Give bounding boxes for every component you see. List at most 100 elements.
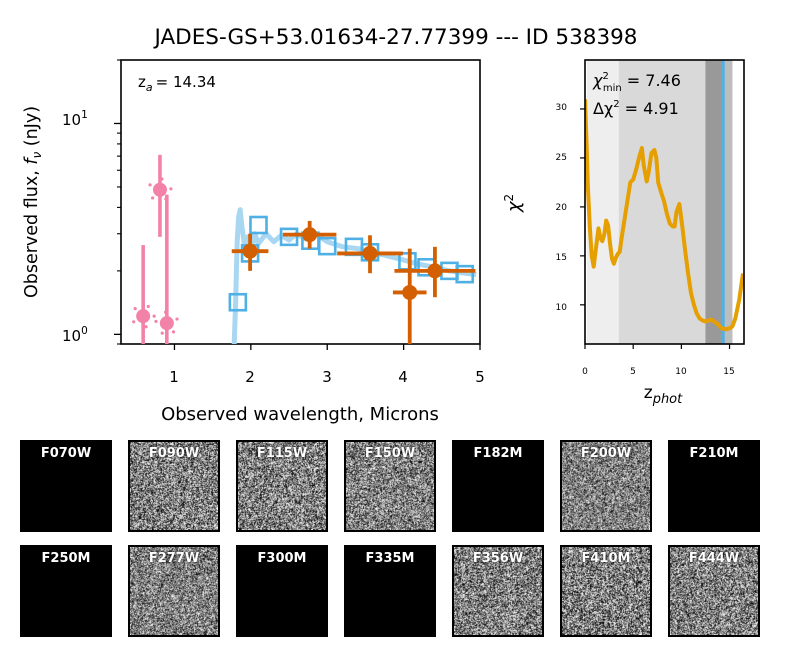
chi2-y-axis-label: χ2 (502, 194, 525, 213)
sed-y-tick-base-10: 10 (62, 111, 81, 129)
sed-nircam-marker-4 (427, 263, 443, 279)
sed-plot-frame (120, 59, 481, 345)
chi2-plot-frame (584, 59, 745, 345)
stamp-f250m: F250M (20, 545, 112, 637)
sed-z-annotation: za = 14.34 (138, 73, 216, 94)
stamp-label-f070w: F070W (40, 446, 92, 461)
chi2-y-label-symbol: χ (504, 200, 525, 213)
sed-nircam-point-0 (231, 233, 269, 271)
sed-nircam-marker-2 (362, 245, 378, 261)
sed-x-tick-label-5: 5 (475, 368, 485, 386)
sed-lowsnr-point-0 (132, 245, 156, 344)
sed-lowsnr-marker-0 (136, 309, 151, 324)
delta-chi2-symbol: Δχ (593, 99, 613, 118)
sed-lowsnr-dot-1-1 (151, 196, 155, 200)
stamp-f300m: F300M (236, 545, 328, 637)
sed-y-label-unit: (nJy) (22, 106, 42, 152)
sed-lowsnr-dot-2-3 (175, 317, 179, 321)
sed-y-tick-base-1: 10 (62, 327, 81, 345)
sed-model-phot-3 (279, 227, 299, 247)
sed-model-phot-2 (249, 215, 268, 235)
sed-data-layer (132, 154, 477, 344)
sed-z-label: z (138, 73, 146, 91)
stamp-f115w: F115W (236, 440, 328, 532)
stamp-noise-image (562, 442, 650, 530)
stamp-label-f444w: F444W (688, 551, 740, 566)
chi2-x-tick-label-10: 10 (675, 367, 687, 377)
sed-lowsnr-dot-0-2 (132, 320, 136, 324)
chi2-x-tick-label-15: 15 (723, 367, 734, 377)
sed-axis-layer (114, 59, 481, 350)
stamp-label-f210m: F210M (689, 446, 739, 461)
sed-model-phot-0 (228, 292, 248, 312)
stamp-label-f277w: F277W (148, 551, 200, 566)
stamp-f277w: F277W (128, 545, 220, 637)
sed-lowsnr-dot-1-2 (148, 183, 152, 187)
stamp-f410m: F410M (560, 545, 652, 637)
chi2-axis-layer (580, 108, 731, 349)
stamp-f200w: F200W (560, 440, 652, 532)
chi2-x-label-z: z (644, 383, 653, 403)
sed-x-tick-label-3: 3 (322, 368, 332, 386)
chi2-x-label-subscript: phot (652, 392, 683, 407)
sed-nircam-marker-3 (402, 284, 418, 300)
chi2-x-tick-label-0: 0 (582, 367, 588, 377)
sed-y-tick-label-10: 101 (62, 109, 88, 129)
stamp-label-f182m: F182M (473, 446, 523, 461)
sed-model-curve (231, 207, 477, 344)
sed-nircam-point-3 (392, 248, 427, 344)
sed-nircam-point-1 (282, 220, 337, 249)
chi2-y-tick-label-25: 25 (556, 153, 567, 163)
sed-y-axis-label: Observed flux, fν (nJy) (22, 106, 44, 298)
sed-lowsnr-dot-2-0 (160, 331, 164, 335)
chi2-data-layer (585, 60, 744, 344)
delta-chi2-superscript: 2 (613, 99, 619, 110)
chi2-curve (585, 99, 744, 332)
chi2-y-tick-label-20: 20 (556, 203, 568, 213)
chi2-min-annotation: χ2 min = 7.46 (592, 71, 681, 94)
chi2-plot: χ2 min = 7.46 Δχ2 = 4.91 χ2 zphot 0 5 10 … (502, 59, 745, 407)
sed-nircam-marker-0 (242, 243, 258, 259)
sed-nircam-point-4 (394, 246, 476, 298)
stamp-label-f250m: F250M (41, 551, 91, 566)
chi2-y-tick-label-10: 10 (556, 303, 568, 313)
stamp-label-f356w: F356W (472, 551, 524, 566)
stamp-f090w: F090W (128, 440, 220, 532)
sed-lowsnr-marker-1 (152, 182, 167, 197)
sed-lowsnr-dot-0-1 (144, 325, 148, 329)
stamp-f150w: F150W (344, 440, 436, 532)
sed-lowsnr-point-1 (148, 154, 173, 237)
chi2-min-symbol: χ (592, 71, 603, 90)
stamp-noise-image (670, 547, 758, 635)
chi2-y-label-superscript: 2 (502, 194, 516, 202)
stamp-noise-image (238, 442, 326, 530)
sed-lowsnr-point-2 (154, 194, 179, 344)
stamp-label-f300m: F300M (257, 551, 307, 566)
sed-model-phot-11 (455, 264, 475, 284)
sed-lowsnr-dot-0-3 (133, 306, 137, 311)
chi2-min-subscript: min (603, 83, 622, 94)
sed-y-tick-exp-1: 0 (81, 325, 88, 337)
sed-x-axis-label: Observed wavelength, Microns (161, 404, 439, 425)
sed-y-tick-exp-10: 1 (81, 109, 88, 121)
stamp-f182m: F182M (452, 440, 544, 532)
sed-lowsnr-dot-2-1 (154, 319, 158, 324)
sed-lowsnr-marker-2 (159, 316, 174, 331)
stamp-label-f150w: F150W (364, 446, 416, 461)
sed-lowsnr-dot-0-0 (152, 314, 156, 318)
sed-nircam-point-2 (337, 235, 403, 274)
stamp-noise-image (346, 442, 434, 530)
stamp-label-f090w: F090W (148, 446, 200, 461)
sed-y-tick-label-1: 100 (62, 325, 88, 345)
stamp-noise-image (562, 547, 650, 635)
stamp-f210m: F210M (668, 440, 760, 532)
delta-chi2-value: = 4.91 (620, 99, 679, 118)
chi2-min-value: = 7.46 (622, 71, 681, 90)
sed-lowsnr-dot-1-4 (169, 187, 173, 191)
stamp-label-f335m: F335M (365, 551, 415, 566)
sed-x-tick-label-4: 4 (398, 368, 408, 386)
sed-y-label-nu: ν (30, 152, 44, 159)
chi2-prob-band-0 (586, 60, 619, 344)
sed-x-tick-label-2: 2 (245, 368, 255, 386)
